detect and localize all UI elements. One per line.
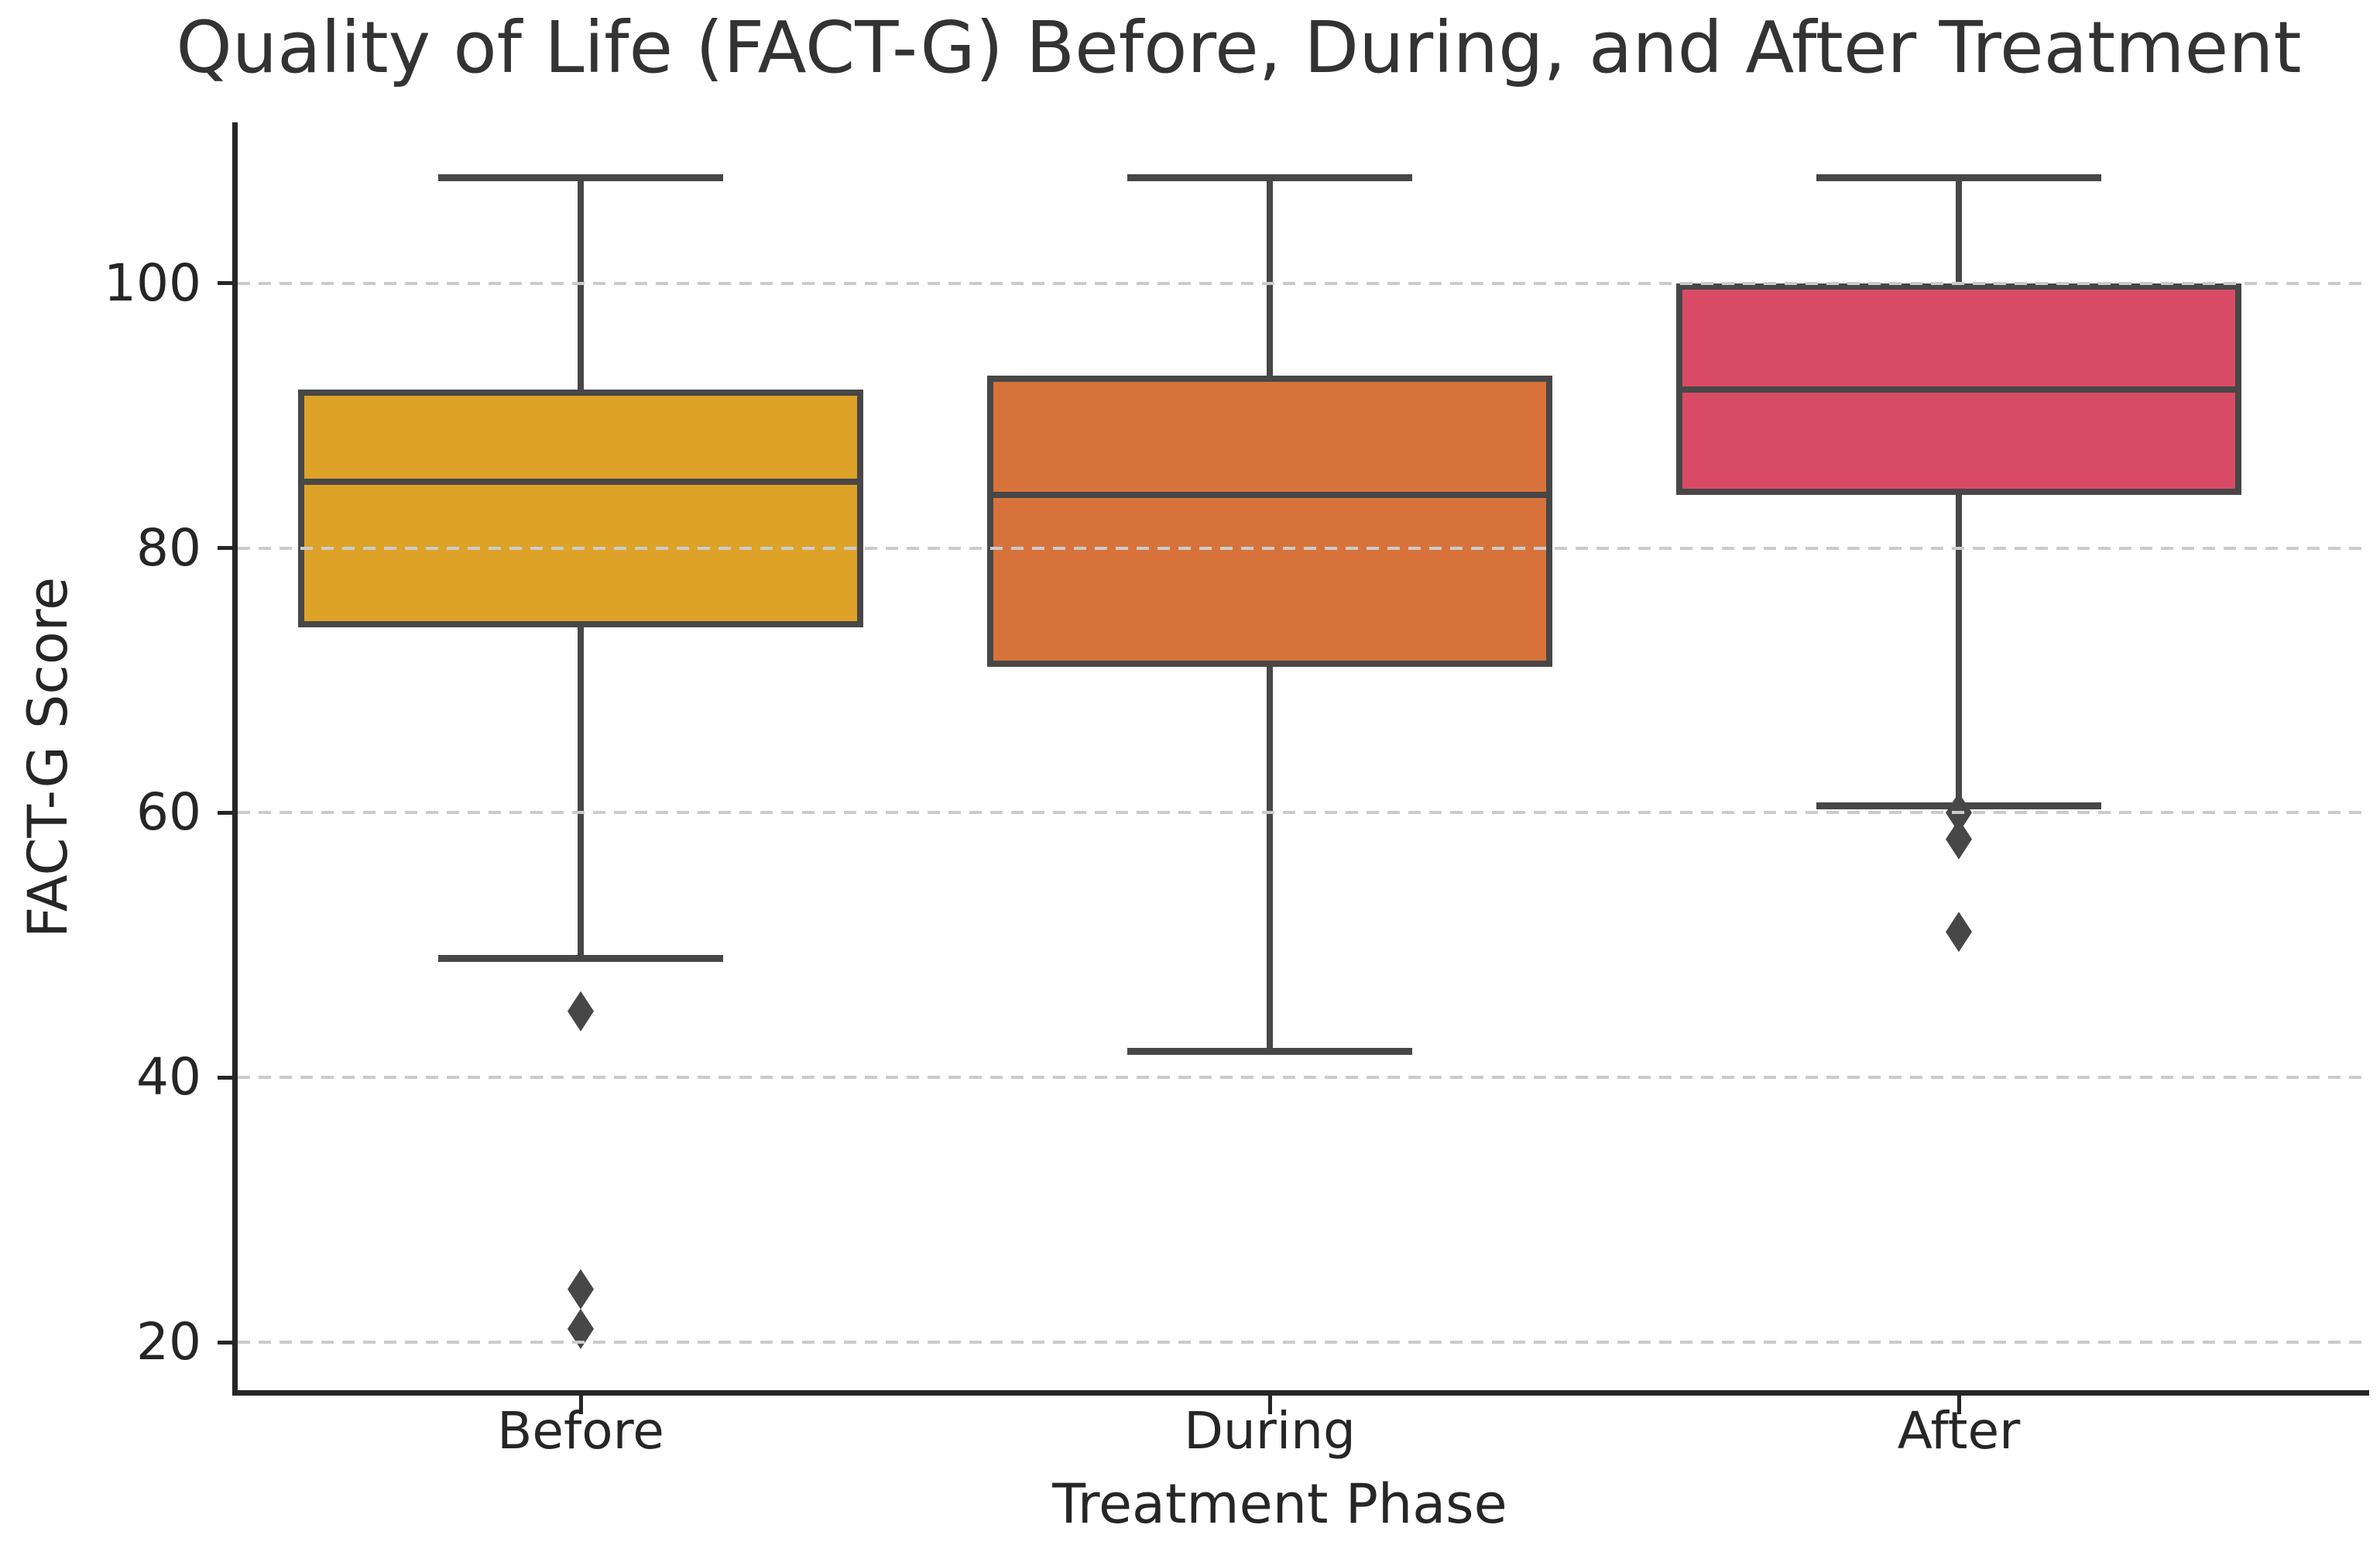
- plot-area: [232, 122, 2369, 1396]
- y-tick-label: 80: [136, 517, 201, 578]
- chart-title: Quality of Life (FACT-G) Before, During,…: [176, 6, 2302, 89]
- whisker-cap-high-after: [1816, 173, 2101, 181]
- whisker-lower-after: [1956, 495, 1962, 806]
- gridline-y-40: [238, 1076, 2369, 1080]
- whisker-upper-during: [1267, 177, 1273, 376]
- whisker-lower-before: [578, 627, 584, 959]
- y-tick-mark: [218, 1340, 238, 1345]
- x-tick-label-after: After: [1897, 1401, 2021, 1461]
- box-before: [298, 389, 863, 628]
- gridline-y-20: [238, 1341, 2369, 1344]
- gridline-y-100: [238, 281, 2369, 285]
- y-tick-mark: [218, 810, 238, 815]
- y-tick-mark: [218, 1075, 238, 1080]
- whisker-cap-low-during: [1127, 1047, 1412, 1055]
- x-tick-label-before: Before: [497, 1401, 664, 1461]
- whisker-cap-low-before: [438, 954, 723, 962]
- y-tick-mark: [218, 281, 238, 286]
- median-line-before: [304, 479, 857, 486]
- median-line-after: [1682, 386, 2235, 393]
- x-tick-mark: [1956, 1396, 1961, 1414]
- y-tick-label: 40: [136, 1047, 201, 1108]
- whisker-lower-during: [1267, 667, 1273, 1052]
- x-axis-label: Treatment Phase: [1052, 1472, 1507, 1536]
- whisker-upper-after: [1956, 177, 1962, 283]
- x-tick-mark: [1267, 1396, 1272, 1414]
- whisker-cap-high-before: [438, 173, 723, 181]
- x-tick-label-during: During: [1184, 1401, 1356, 1461]
- y-tick-label: 100: [104, 252, 201, 313]
- box-during: [987, 376, 1552, 668]
- median-line-during: [993, 492, 1546, 499]
- whisker-cap-high-during: [1127, 173, 1412, 181]
- y-tick-label: 60: [136, 782, 201, 843]
- y-tick-label: 20: [136, 1312, 201, 1372]
- y-tick-mark: [218, 546, 238, 551]
- gridline-y-80: [238, 546, 2369, 550]
- x-tick-mark: [578, 1396, 583, 1414]
- gridline-y-60: [238, 811, 2369, 815]
